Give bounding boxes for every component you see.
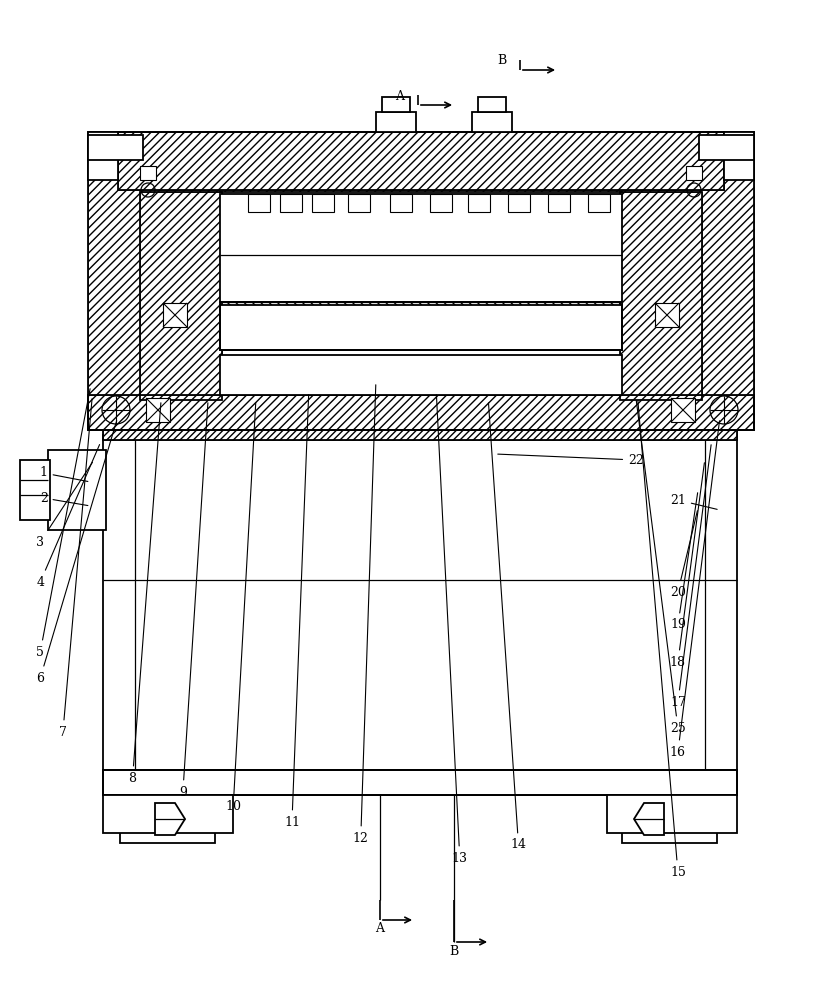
Text: 12: 12 (353, 385, 376, 844)
Bar (348, 194, 370, 212)
Text: 21: 21 (670, 493, 717, 509)
Bar (20, 460, 50, 520)
Bar (88, 135, 143, 160)
Bar (220, 302, 622, 350)
Bar (88, 132, 754, 430)
Bar (220, 192, 622, 400)
Text: 1: 1 (39, 466, 88, 481)
Text: 11: 11 (284, 395, 309, 828)
Bar (140, 166, 156, 180)
Bar (103, 435, 737, 770)
Bar (655, 303, 679, 327)
Bar (146, 398, 170, 422)
Bar (103, 770, 737, 795)
Bar (220, 305, 622, 350)
Bar (220, 302, 622, 350)
Bar (724, 132, 754, 180)
Bar (622, 795, 717, 843)
Bar (48, 450, 106, 530)
Polygon shape (288, 413, 332, 435)
Text: 16: 16 (670, 421, 720, 758)
Text: 25: 25 (636, 401, 685, 734)
Bar (103, 420, 737, 440)
Bar (376, 112, 416, 132)
Text: 17: 17 (670, 445, 711, 708)
Bar (671, 398, 695, 422)
Text: 6: 6 (36, 421, 117, 684)
Text: 3: 3 (36, 462, 92, 548)
Bar (103, 795, 233, 833)
Bar (118, 132, 724, 190)
Bar (620, 192, 702, 400)
Text: A: A (395, 90, 404, 103)
Bar (88, 395, 754, 430)
Bar (220, 194, 622, 302)
Bar (118, 132, 724, 190)
Bar (607, 795, 737, 833)
Bar (103, 420, 737, 440)
Bar (390, 194, 412, 212)
Bar (88, 132, 118, 180)
Text: 13: 13 (436, 395, 468, 864)
Bar (588, 194, 610, 212)
Text: 20: 20 (670, 511, 697, 598)
Bar (548, 194, 570, 212)
Text: 15: 15 (638, 401, 685, 879)
Bar (699, 135, 754, 160)
Bar (103, 770, 737, 795)
Text: 9: 9 (179, 403, 208, 798)
Bar (103, 770, 737, 795)
Polygon shape (634, 803, 664, 835)
Polygon shape (155, 803, 185, 835)
Text: 7: 7 (59, 399, 92, 738)
Bar (468, 194, 490, 212)
Bar (508, 194, 530, 212)
Bar (140, 192, 222, 400)
Bar (478, 97, 506, 112)
Text: 5: 5 (36, 389, 90, 658)
Text: B: B (498, 54, 507, 67)
Bar (280, 194, 302, 212)
Bar (686, 166, 702, 180)
Bar (620, 192, 702, 400)
Text: 2: 2 (39, 491, 88, 506)
Text: 22: 22 (498, 454, 644, 466)
Bar (472, 112, 512, 132)
Text: A: A (376, 922, 384, 935)
Text: 18: 18 (670, 463, 705, 668)
Bar (312, 194, 334, 212)
Bar (430, 194, 452, 212)
Text: 4: 4 (36, 445, 100, 588)
Bar (120, 795, 215, 843)
Bar (88, 132, 754, 430)
Text: 8: 8 (128, 403, 161, 784)
Bar (248, 194, 270, 212)
Polygon shape (428, 413, 472, 435)
Bar (163, 303, 187, 327)
Bar (220, 355, 622, 395)
Polygon shape (358, 413, 402, 435)
Bar (88, 395, 754, 430)
Text: 19: 19 (670, 493, 698, 632)
Text: B: B (450, 945, 459, 958)
Text: 14: 14 (488, 403, 527, 852)
Bar (140, 192, 222, 400)
Text: 10: 10 (225, 403, 256, 812)
Bar (382, 97, 410, 112)
